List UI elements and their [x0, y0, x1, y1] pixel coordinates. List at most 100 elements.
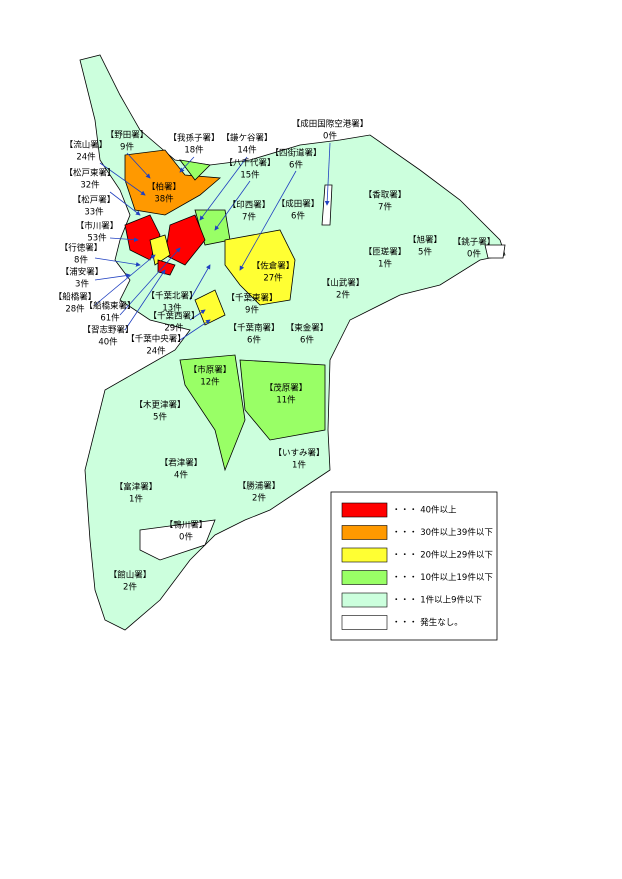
- station-name: 【野田署】: [106, 131, 149, 141]
- station-name: 【茂原署】: [265, 383, 308, 394]
- legend-swatch: [341, 615, 388, 630]
- station-name: 【市川署】: [76, 221, 119, 232]
- station-name: 【いすみ署】: [273, 449, 324, 459]
- region: [224, 229, 296, 306]
- station-count: 5件: [153, 412, 167, 423]
- station-name: 【成田署】: [277, 199, 320, 210]
- station-labels: 【流山署】24件【野田署】9件【我孫子署】18件【鎌ケ谷署】14件【成田国際空港…: [54, 119, 496, 593]
- station-name: 【富津署】: [115, 482, 158, 493]
- station-count: 40件: [98, 337, 118, 348]
- region: [239, 359, 326, 441]
- station-count: 3件: [75, 279, 89, 290]
- station-count: 6件: [289, 160, 303, 171]
- station-count: 0件: [323, 131, 337, 142]
- station-count: 12件: [200, 377, 220, 388]
- station-count: 38件: [154, 194, 174, 205]
- station-count: 7件: [242, 212, 256, 223]
- station-name: 【印西署】: [228, 200, 271, 211]
- region: [139, 519, 216, 561]
- legend-swatch: [341, 502, 388, 518]
- legend-swatch: [341, 592, 388, 608]
- station-name: 【松戸東署】: [64, 168, 115, 179]
- legend-label: ・・・ 20件以上29件以下: [392, 550, 493, 561]
- legend-swatch: [341, 525, 388, 540]
- station-count: 6件: [300, 335, 314, 346]
- legend-label: ・・・ 1件以上9件以下: [392, 595, 483, 606]
- station-count: 1件: [292, 460, 306, 471]
- station-name: 【我孫子署】: [168, 133, 219, 144]
- station-name: 【市原署】: [189, 365, 232, 376]
- station-count: 14件: [237, 145, 257, 156]
- station-name: 【匝瑳署】: [364, 247, 407, 258]
- station-name: 【銚子署】: [453, 237, 496, 248]
- station-name: 【鎌ケ谷署】: [221, 133, 272, 144]
- station-count: 11件: [276, 395, 296, 406]
- station-count: 0件: [467, 249, 481, 260]
- station-count: 0件: [179, 532, 193, 543]
- legend: ・・・ 40件以上・・・ 30件以上39件以下・・・ 20件以上29件以下・・・…: [341, 502, 493, 630]
- station-name: 【君津署】: [160, 458, 203, 469]
- station-name: 【木更津署】: [134, 400, 185, 411]
- station-count: 15件: [240, 170, 260, 181]
- region: [194, 289, 226, 326]
- station-count: 2件: [336, 290, 350, 301]
- station-name: 【山武署】: [322, 278, 365, 289]
- station-count: 13件: [162, 303, 182, 314]
- station-count: 24件: [146, 346, 166, 357]
- legend-swatch: [341, 570, 388, 585]
- station-count: 1件: [129, 494, 143, 505]
- station-count: 24件: [76, 152, 96, 163]
- region: [124, 149, 221, 216]
- station-count: 5件: [418, 247, 432, 258]
- station-name: 【勝浦署】: [238, 481, 281, 492]
- station-name: 【習志野署】: [82, 325, 133, 336]
- station-count: 8件: [74, 255, 88, 266]
- station-name: 【香取署】: [364, 190, 407, 201]
- station-count: 33件: [84, 207, 104, 218]
- station-name: 【鴨川署】: [165, 520, 208, 531]
- station-count: 61件: [100, 313, 120, 324]
- leader-lines: [94, 142, 331, 341]
- station-name: 【四街道署】: [270, 148, 321, 159]
- legend-label: ・・・ 発生なし。: [392, 617, 463, 628]
- station-name: 【浦安署】: [61, 267, 104, 278]
- legend-swatch: [341, 547, 388, 563]
- station-name: 【館山署】: [109, 570, 152, 581]
- station-count: 2件: [123, 582, 137, 593]
- legend-label: ・・・ 40件以上: [392, 505, 457, 516]
- region: [179, 354, 246, 472]
- station-name: 【千葉東署】: [226, 293, 277, 304]
- station-count: 28件: [65, 304, 85, 315]
- station-count: 7件: [378, 202, 392, 213]
- station-count: 1件: [378, 259, 392, 270]
- station-name: 【千葉北署】: [146, 291, 197, 302]
- station-name: 【八千代署】: [224, 158, 275, 169]
- legend-label: ・・・ 30件以上39件以下: [392, 527, 493, 538]
- station-count: 53件: [87, 233, 107, 244]
- station-name: 【船橋署】: [54, 292, 97, 303]
- station-name: 【千葉中央署】: [126, 334, 186, 345]
- station-count: 9件: [245, 305, 259, 316]
- station-count: 18件: [184, 145, 204, 156]
- station-name: 【柏署】: [147, 182, 181, 193]
- station-count: 4件: [174, 470, 188, 481]
- station-name: 【行徳署】: [60, 243, 103, 254]
- station-name: 【千葉南署】: [228, 323, 279, 334]
- station-name: 【松戸署】: [73, 195, 116, 206]
- station-count: 6件: [247, 335, 261, 346]
- station-name: 【船橋東署】: [84, 301, 135, 312]
- region: [484, 244, 506, 259]
- station-count: 29件: [164, 323, 184, 334]
- station-name: 【成田国際空港署】: [292, 119, 369, 130]
- station-count: 9件: [120, 142, 134, 153]
- station-name: 【佐倉署】: [252, 261, 295, 272]
- station-name: 【流山署】: [65, 140, 108, 151]
- station-count: 6件: [291, 211, 305, 222]
- region: [179, 159, 211, 181]
- station-count: 32件: [80, 180, 100, 191]
- station-name: 【旭署】: [408, 235, 442, 246]
- station-count: 27件: [263, 273, 283, 284]
- station-name: 【東金署】: [286, 323, 329, 334]
- legend-label: ・・・ 10件以上19件以下: [392, 572, 493, 583]
